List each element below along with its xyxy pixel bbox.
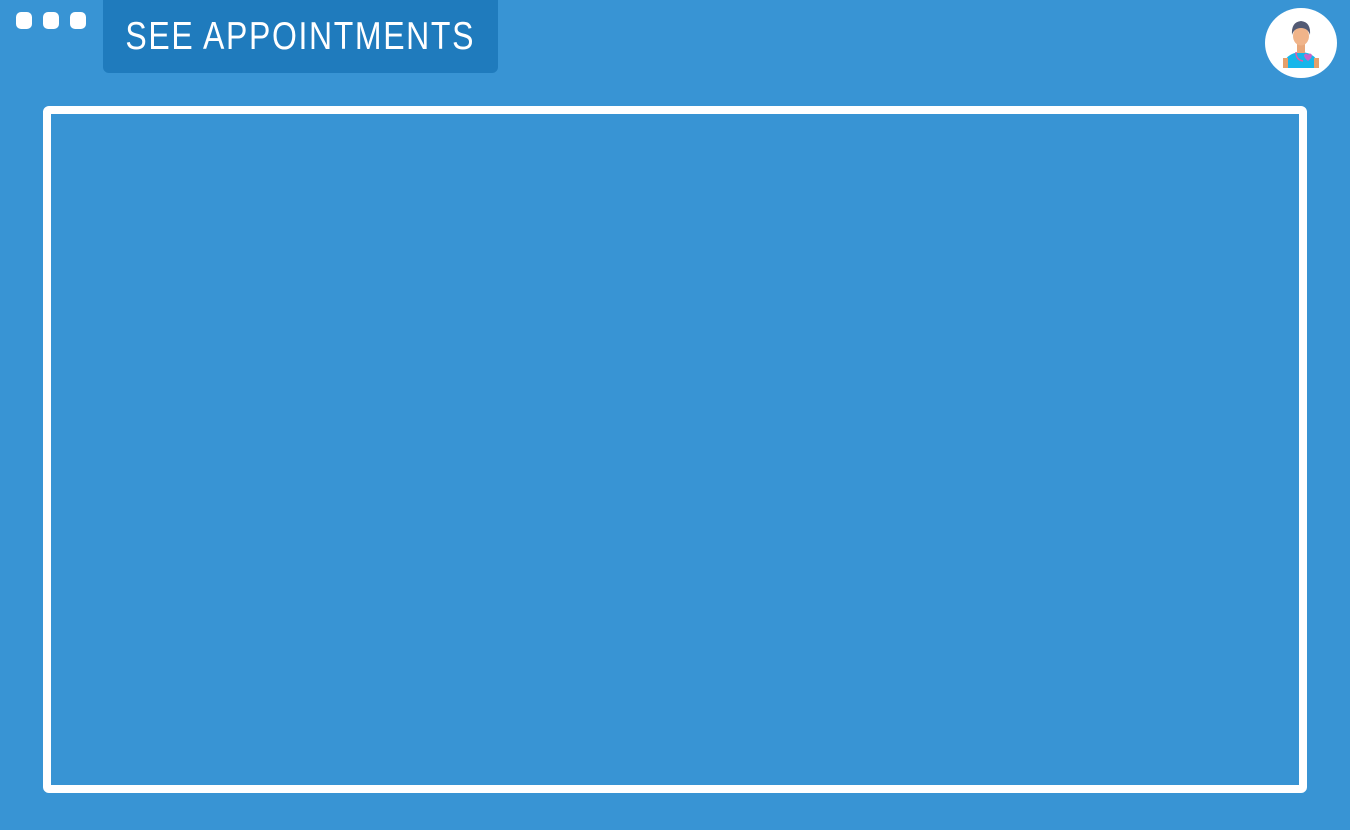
see-appointments-tab[interactable]: SEE APPOINTMENTS: [103, 0, 498, 73]
doctor-avatar-icon: [1283, 21, 1319, 68]
content-frame: [43, 106, 1307, 793]
see-appointments-label: SEE APPOINTMENTS: [125, 14, 476, 58]
window-controls: [16, 12, 86, 29]
window-dot-2[interactable]: [43, 12, 59, 29]
user-avatar[interactable]: [1265, 8, 1337, 78]
window-dot-1[interactable]: [16, 12, 32, 29]
window-dot-3[interactable]: [70, 12, 86, 29]
